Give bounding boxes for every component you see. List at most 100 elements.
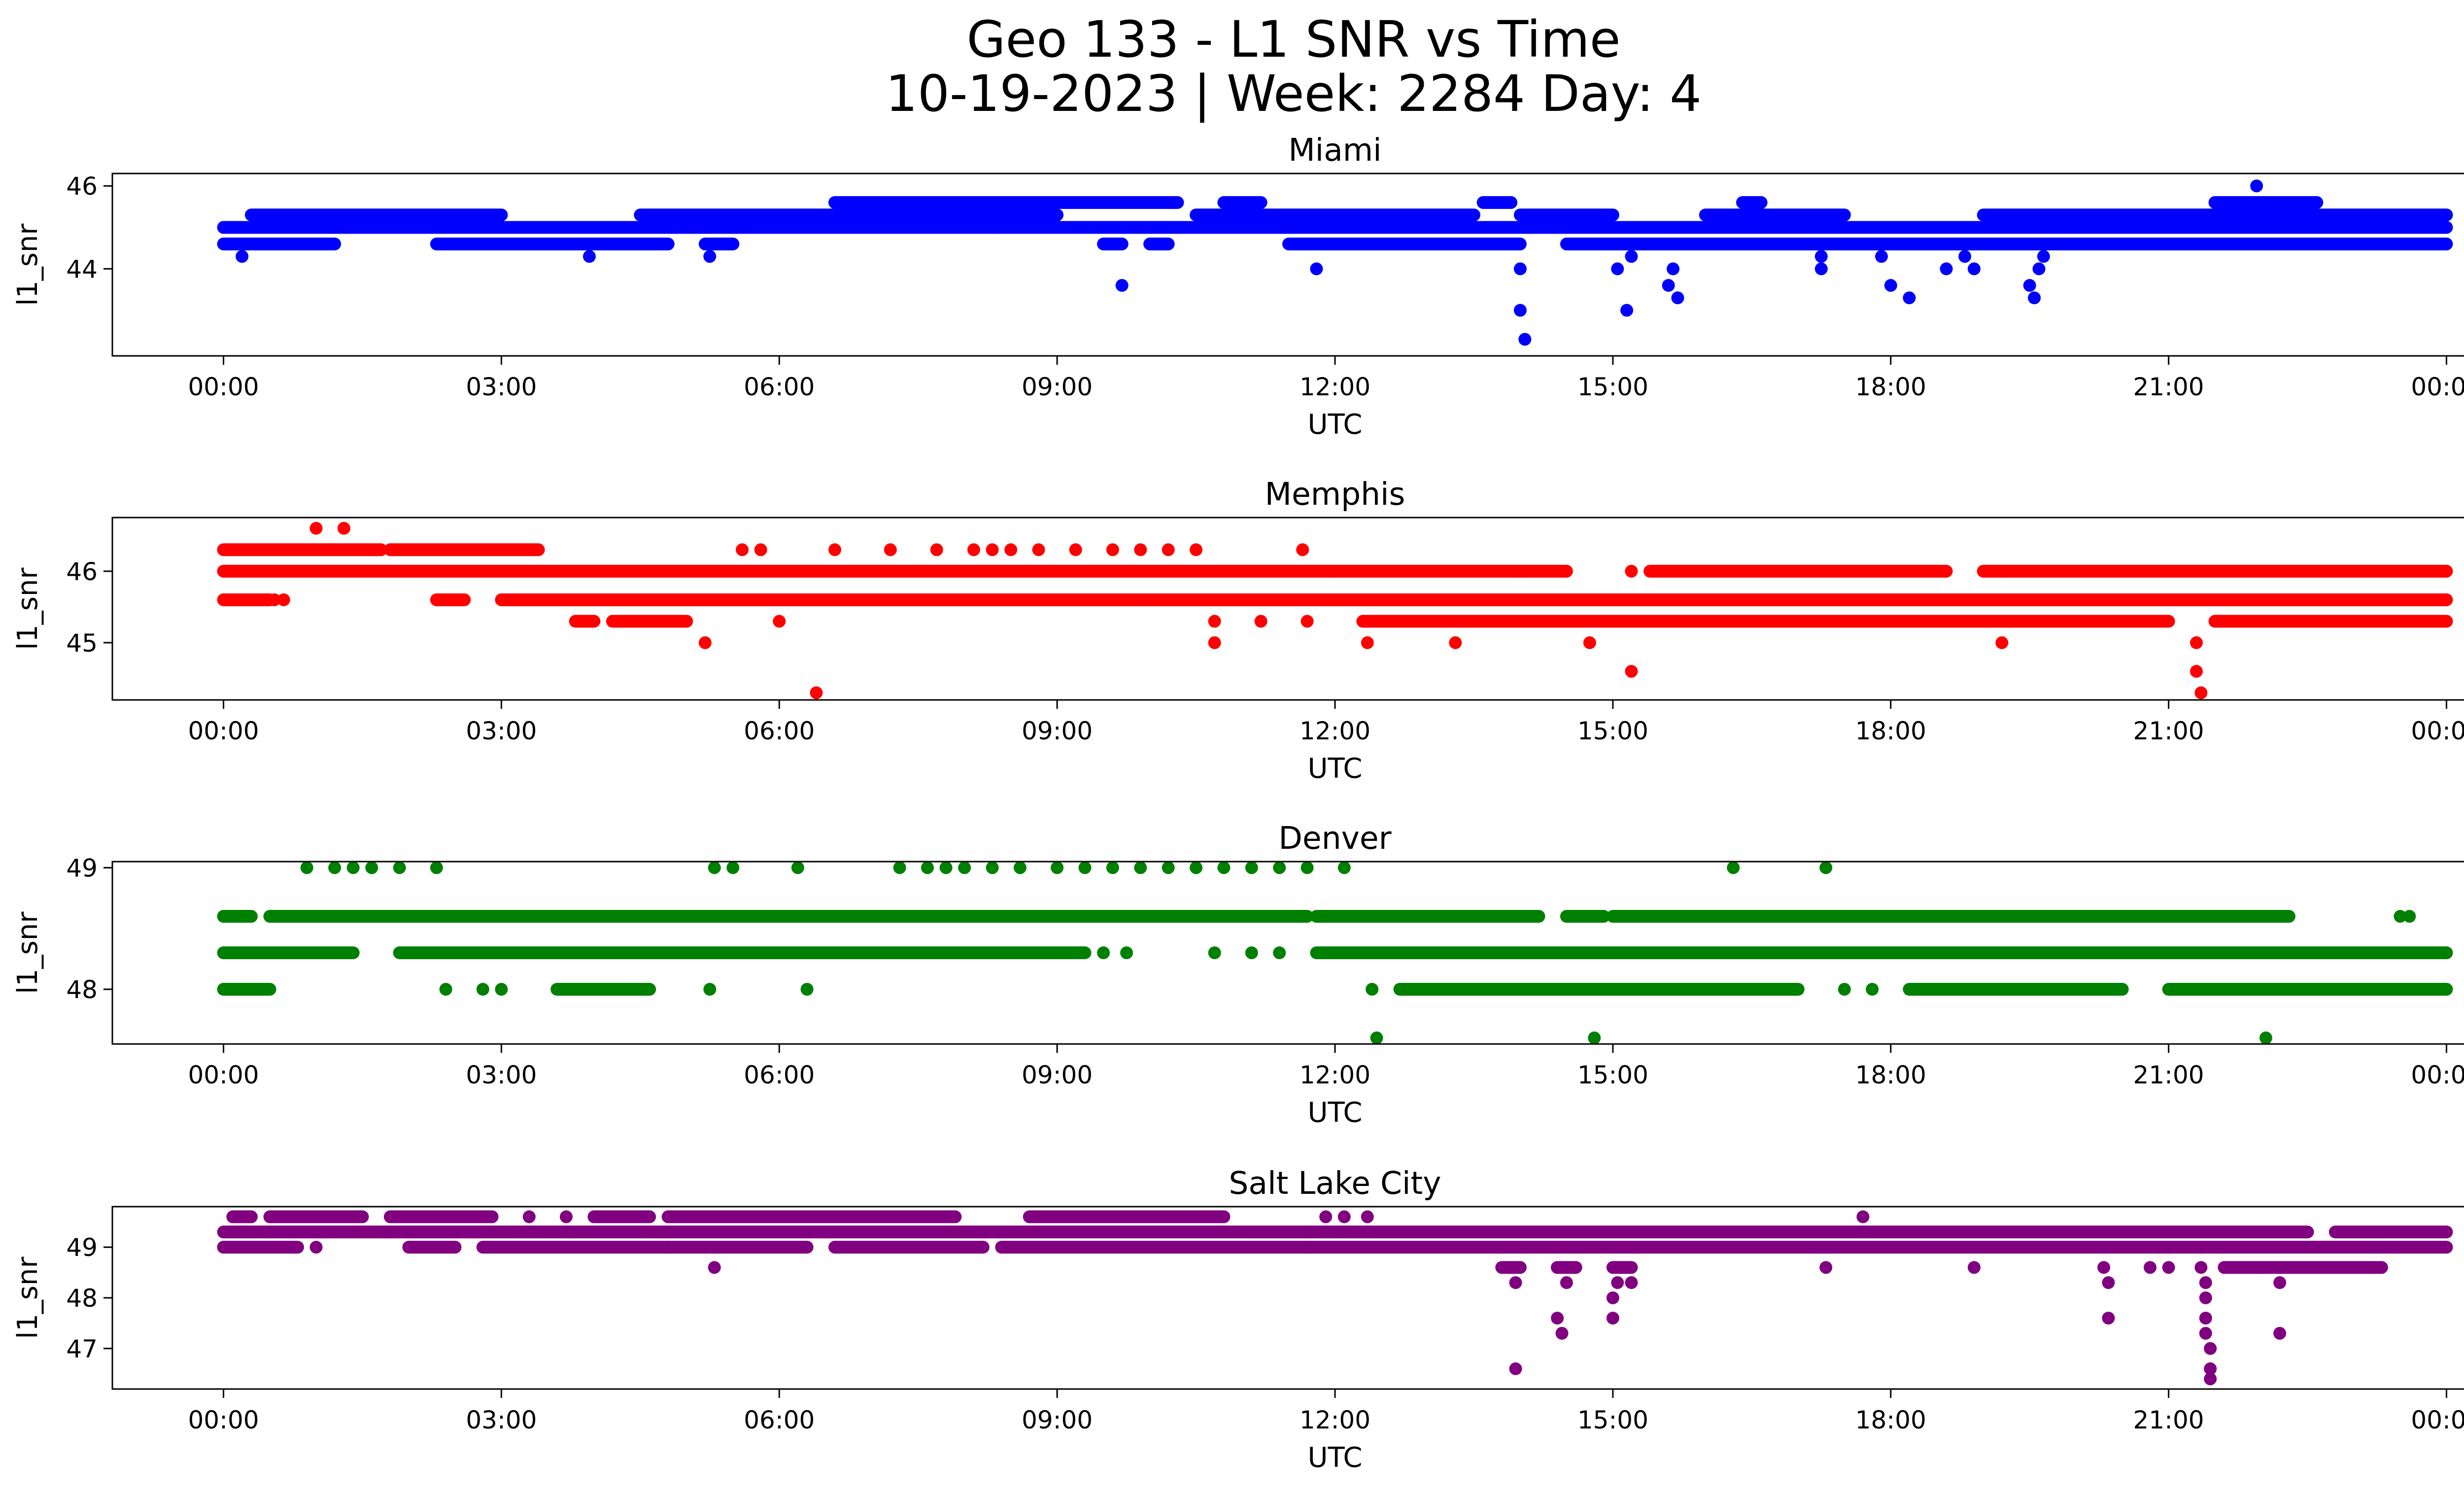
data-point (1819, 862, 1833, 874)
x-tick-label: 18:00 (1855, 1406, 1926, 1434)
data-point (1134, 862, 1147, 874)
data-point (708, 1261, 721, 1274)
data-point (1509, 1362, 1522, 1375)
chart-panels: Miami 00:00 03:00 06:00 09:00 12:00 15:00 18:00… (12, 132, 2464, 1474)
x-tick-label: 12:00 (1300, 373, 1370, 401)
figure-title-line-2: 10-19-2023 | Week: 2284 Day: 4 (886, 65, 1702, 123)
data-point (1245, 946, 1258, 959)
data-point (2273, 1326, 2287, 1340)
data-point (2394, 910, 2407, 923)
figure-title-line-1: Geo 133 - L1 SNR vs Time (967, 10, 1621, 69)
data-point (1940, 262, 1953, 276)
y-axis-label: l1_snr (12, 567, 44, 650)
data-point (2204, 1342, 2217, 1355)
data-point (1273, 862, 1286, 874)
data-point (967, 543, 980, 556)
data-point (2199, 1276, 2212, 1289)
data-point (1606, 1312, 1619, 1325)
data-point (2310, 237, 2324, 250)
data-point (1995, 636, 2009, 649)
data-point (1667, 262, 1680, 276)
x-tick-label: 03:00 (466, 717, 537, 745)
data-point (1208, 636, 1221, 649)
data-point (2255, 1261, 2268, 1274)
x-axis-label: UTC (1307, 1097, 1362, 1129)
data-point (1069, 543, 1082, 556)
x-tick-label: 15:00 (1577, 717, 1648, 745)
y-tick-label: 48 (66, 975, 98, 1004)
data-point (1245, 862, 1258, 874)
data-point (1190, 543, 1203, 556)
data-point (268, 593, 281, 606)
x-tick-label: 12:00 (1300, 1061, 1370, 1089)
data-point (726, 862, 740, 874)
data-point (1051, 862, 1064, 874)
data-point (1620, 304, 1634, 317)
data-point (2190, 636, 2203, 649)
y-axis-label: l1_snr (12, 911, 44, 994)
data-point (930, 543, 943, 556)
data-point (439, 983, 452, 996)
panel-title: Denver (1278, 820, 1391, 856)
data-point (939, 862, 953, 874)
data-point (1162, 862, 1175, 874)
data-point (1300, 862, 1314, 874)
data-point (393, 862, 406, 874)
data-point (1134, 543, 1147, 556)
data-point (2023, 279, 2036, 292)
data-point (2204, 1362, 2217, 1375)
data-point (1032, 543, 1045, 556)
data-point (1162, 543, 1175, 556)
y-tick-label: 49 (66, 1233, 98, 1262)
x-tick-label: 15:00 (1577, 1061, 1648, 1089)
data-point (773, 615, 786, 628)
data-point (1606, 1291, 1619, 1304)
data-point (1555, 1326, 1569, 1340)
data-point (337, 522, 350, 535)
data-point (476, 983, 489, 996)
x-tick-label: 21:00 (2133, 717, 2204, 745)
data-point (1611, 262, 1624, 276)
data-point (1296, 543, 1309, 556)
data-point (1611, 1276, 1624, 1289)
data-point (1583, 636, 1596, 649)
y-tick-label: 44 (66, 255, 98, 283)
x-tick-label: 09:00 (1022, 373, 1093, 401)
data-point (2199, 1312, 2212, 1325)
data-point (2403, 910, 2416, 923)
x-tick-label: 00:00 (188, 1406, 259, 1434)
data-point (2250, 179, 2263, 193)
data-point (1217, 862, 1231, 874)
data-point (2190, 664, 2203, 678)
series-points (217, 179, 2453, 346)
data-point (1551, 1312, 1564, 1325)
data-point (2037, 250, 2050, 263)
data-point (1078, 862, 1092, 874)
data-point (1310, 262, 1323, 276)
data-point (1588, 1031, 1601, 1044)
data-point (2028, 291, 2041, 305)
data-point (698, 636, 712, 649)
y-axis-label: l1_snr (12, 223, 44, 306)
data-point (1958, 250, 1972, 263)
data-point (430, 862, 443, 874)
chart-salt-lake-city: Salt Lake City 00:00 03:00 06:00 09:00 12:00 1… (12, 1165, 2464, 1474)
data-point (559, 1210, 573, 1223)
data-point (828, 543, 842, 556)
data-point (2194, 1261, 2208, 1274)
data-point (1727, 862, 1740, 874)
data-point (893, 862, 906, 874)
x-tick-label: 00:00 (2411, 1061, 2464, 1089)
x-tick-label: 18:00 (1855, 717, 1926, 745)
x-axis-label: UTC (1307, 1442, 1362, 1474)
data-point (1560, 1276, 1573, 1289)
data-point (1097, 946, 1110, 959)
data-point (1625, 564, 1638, 578)
data-point (495, 983, 508, 996)
x-tick-label: 09:00 (1022, 717, 1093, 745)
x-tick-label: 09:00 (1022, 1061, 1093, 1089)
data-point (582, 250, 596, 263)
data-point (2102, 1276, 2115, 1289)
data-point (1004, 543, 1018, 556)
